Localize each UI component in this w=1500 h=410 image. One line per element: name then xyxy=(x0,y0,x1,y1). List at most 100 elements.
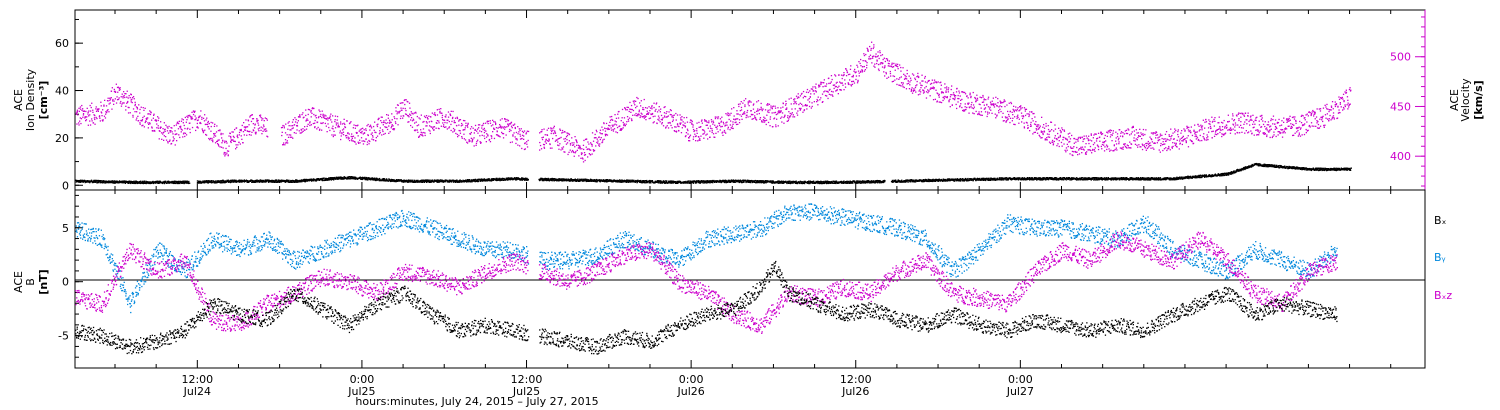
point-velocity xyxy=(112,98,114,101)
point-velocity xyxy=(459,119,462,121)
point-velocity xyxy=(726,114,728,116)
point-velocity xyxy=(869,45,871,48)
point-velocity xyxy=(392,128,394,130)
point-velocity xyxy=(281,134,283,137)
point-velocity xyxy=(625,109,627,111)
point-velocity xyxy=(1196,137,1199,139)
point-velocity xyxy=(832,95,834,97)
point-velocity xyxy=(479,135,481,137)
point-velocity xyxy=(1288,125,1290,127)
point-velocity xyxy=(1047,125,1049,127)
point-velocity xyxy=(166,126,168,128)
point-velocity xyxy=(919,93,921,95)
point-velocity xyxy=(1087,149,1089,151)
point-velocity xyxy=(514,126,516,129)
point-velocity xyxy=(487,122,489,125)
point-velocity xyxy=(1122,148,1124,150)
point-velocity xyxy=(509,123,512,125)
point-ion-density xyxy=(285,180,287,182)
point-ion-density xyxy=(336,176,338,179)
point-velocity xyxy=(914,89,916,91)
point-velocity xyxy=(1175,142,1177,144)
point-velocity xyxy=(546,129,548,131)
point-velocity xyxy=(334,120,336,123)
point-velocity xyxy=(1100,145,1102,148)
point-velocity xyxy=(527,139,529,142)
point-velocity xyxy=(440,125,442,127)
point-velocity xyxy=(1110,129,1112,132)
point-velocity xyxy=(1334,105,1337,108)
point-velocity xyxy=(523,130,526,132)
point-velocity xyxy=(708,122,710,124)
point-velocity xyxy=(646,110,648,112)
point-velocity xyxy=(576,140,578,143)
point-ion-density xyxy=(272,179,274,182)
point-velocity xyxy=(219,129,221,131)
point-velocity xyxy=(525,132,528,134)
point-velocity xyxy=(280,127,283,129)
point-velocity xyxy=(103,115,106,117)
point-velocity xyxy=(771,112,773,114)
point-velocity xyxy=(716,128,718,130)
point-velocity xyxy=(921,84,923,87)
point-velocity xyxy=(874,66,876,68)
point-velocity xyxy=(432,128,434,130)
point-velocity xyxy=(485,136,488,138)
point-velocity xyxy=(743,99,745,102)
point-velocity xyxy=(937,81,939,83)
point-velocity xyxy=(581,148,583,150)
point-velocity xyxy=(1326,103,1328,106)
point-velocity xyxy=(819,99,821,101)
point-velocity xyxy=(1080,146,1082,148)
point-velocity xyxy=(244,129,247,131)
point-velocity xyxy=(1058,145,1060,148)
point-velocity xyxy=(848,83,850,86)
point-velocity xyxy=(775,124,777,126)
point-velocity xyxy=(1279,132,1281,135)
point-velocity xyxy=(724,125,726,127)
point-velocity xyxy=(929,88,931,90)
point-velocity xyxy=(1028,115,1030,118)
point-velocity xyxy=(903,86,905,89)
point-velocity xyxy=(519,135,522,137)
point-velocity xyxy=(1073,151,1075,153)
point-velocity xyxy=(911,73,914,75)
point-velocity xyxy=(812,86,814,88)
point-velocity xyxy=(1157,139,1160,141)
point-velocity xyxy=(343,122,345,124)
point-velocity xyxy=(807,99,809,101)
point-velocity xyxy=(1240,124,1242,126)
point-ion-density xyxy=(163,180,165,183)
point-ion-density xyxy=(133,181,135,183)
point-velocity xyxy=(213,134,215,136)
point-velocity xyxy=(139,112,141,114)
point-velocity xyxy=(1270,119,1272,122)
point-velocity xyxy=(230,137,232,139)
point-ion-density xyxy=(200,180,202,182)
point-velocity xyxy=(865,60,867,62)
point-velocity xyxy=(1307,115,1309,117)
point-velocity xyxy=(871,41,873,43)
point-velocity xyxy=(1166,138,1168,140)
point-ion-density xyxy=(84,181,86,184)
point-velocity xyxy=(130,94,132,96)
point-velocity xyxy=(381,116,383,118)
point-velocity xyxy=(236,135,238,138)
point-velocity xyxy=(172,136,174,138)
point-velocity xyxy=(644,115,646,117)
point-velocity xyxy=(235,148,237,150)
point-ion-density xyxy=(340,177,342,179)
point-velocity xyxy=(1346,104,1348,106)
point-velocity xyxy=(1145,142,1147,145)
point-velocity xyxy=(1240,116,1242,118)
point-velocity xyxy=(609,121,611,123)
point-velocity xyxy=(715,126,717,128)
point-velocity xyxy=(470,131,472,134)
point-velocity xyxy=(1332,108,1334,110)
point-velocity xyxy=(828,93,830,95)
point-velocity xyxy=(823,79,825,81)
point-velocity xyxy=(1297,127,1299,129)
point-velocity xyxy=(621,117,623,119)
point-velocity xyxy=(1102,141,1104,143)
point-velocity xyxy=(559,128,561,130)
